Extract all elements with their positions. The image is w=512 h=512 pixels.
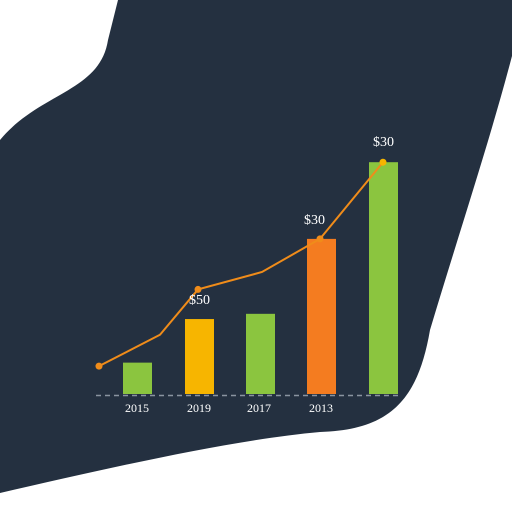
bar-1 bbox=[123, 362, 152, 394]
trend-point-group bbox=[95, 158, 387, 370]
x-tick-label-2013: 2013 bbox=[309, 401, 333, 415]
trend-point-1 bbox=[95, 362, 103, 370]
trend-point-6 bbox=[379, 158, 387, 166]
data-label-1: $50 bbox=[189, 293, 210, 308]
data-label-3: $30 bbox=[373, 135, 394, 150]
data-label-2: $30 bbox=[304, 213, 325, 228]
bar-3 bbox=[246, 313, 275, 394]
x-tick-label-2015: 2015 bbox=[125, 401, 149, 415]
dark-background-panel bbox=[0, 0, 512, 493]
x-tick-label-2019: 2019 bbox=[187, 401, 211, 415]
bar-group bbox=[123, 162, 398, 394]
data-label-group: $50 $30 $30 bbox=[189, 135, 394, 308]
x-tick-label-2017: 2017 bbox=[247, 401, 271, 415]
bar-2 bbox=[185, 319, 214, 394]
trend-point-3 bbox=[194, 285, 202, 293]
x-tick-label-group: 2015 2019 2017 2013 bbox=[125, 401, 333, 415]
trend-point-5 bbox=[316, 235, 324, 243]
trend-line bbox=[98, 161, 384, 368]
bar-4 bbox=[307, 238, 336, 394]
bar-5 bbox=[369, 162, 398, 394]
